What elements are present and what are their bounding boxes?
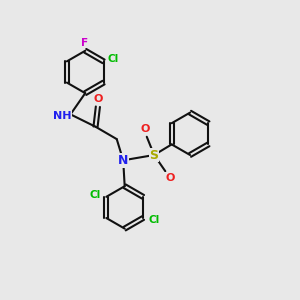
Text: N: N bbox=[118, 154, 128, 167]
Text: NH: NH bbox=[53, 111, 71, 121]
Text: Cl: Cl bbox=[89, 190, 101, 200]
Text: Cl: Cl bbox=[148, 215, 160, 225]
Text: O: O bbox=[94, 94, 103, 104]
Text: O: O bbox=[140, 124, 150, 134]
Text: Cl: Cl bbox=[107, 54, 118, 64]
Text: S: S bbox=[150, 148, 159, 161]
Text: F: F bbox=[81, 38, 88, 47]
Text: O: O bbox=[165, 173, 174, 183]
